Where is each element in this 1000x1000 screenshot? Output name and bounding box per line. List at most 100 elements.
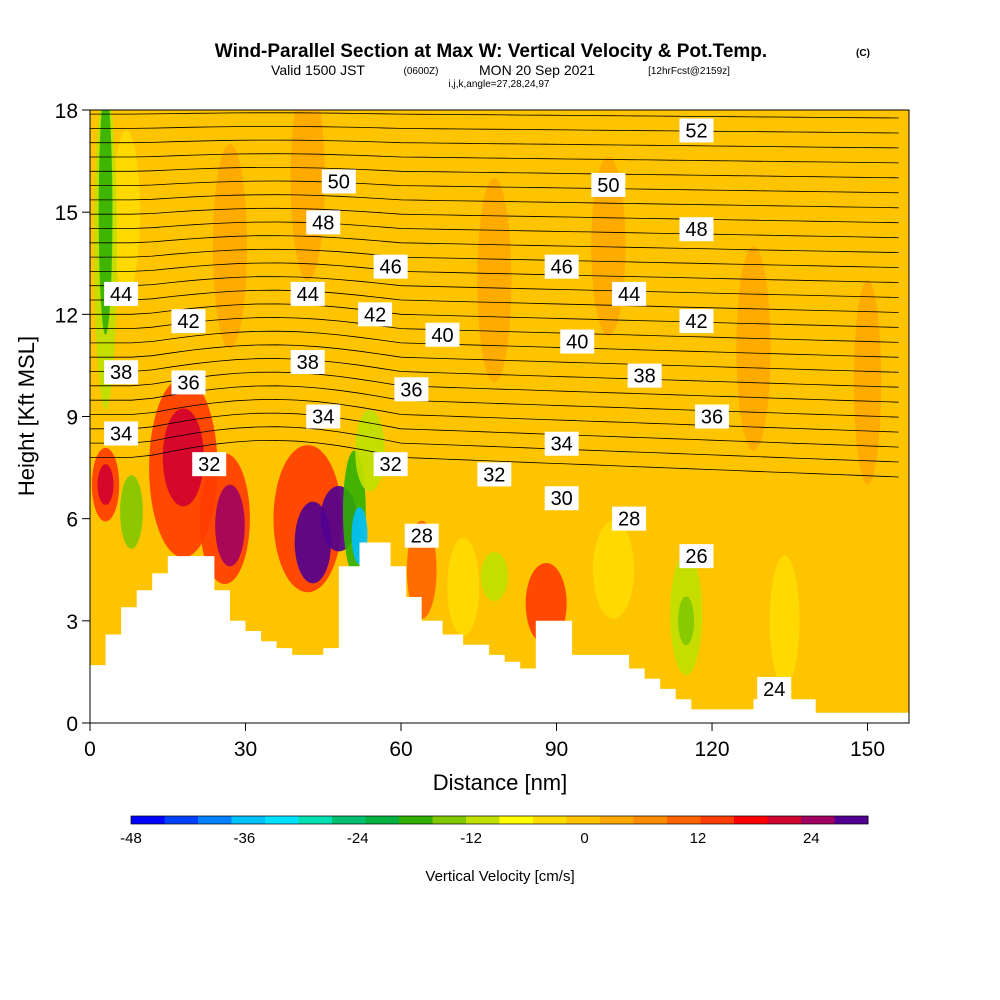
colorbar-tick-label: 24 <box>803 830 820 847</box>
colorbar-tick-label: 0 <box>580 830 588 847</box>
valid-time-utc: (0600Z) <box>403 66 438 77</box>
contour-label: 30 <box>551 488 573 510</box>
contour-label-bg <box>404 523 439 548</box>
potential-temperature-contours <box>90 112 899 478</box>
contour-label: 50 <box>597 175 619 197</box>
colorbar-swatch <box>231 816 266 824</box>
velocity-cell <box>853 280 882 485</box>
contour-label: 34 <box>312 407 334 429</box>
forecast-info: [12hrFcst@2159z] <box>648 66 730 77</box>
colorbar-swatch <box>834 816 869 824</box>
y-axis-label: Height [Kft MSL] <box>14 336 39 496</box>
contour-label-bg <box>373 254 408 279</box>
theta-contour <box>90 248 899 268</box>
contour-label-bg <box>290 350 325 375</box>
x-axis: 0 30 60 90 120 150 <box>84 723 885 761</box>
contour-label-bg <box>679 309 714 334</box>
y-tick-label: 9 <box>66 407 78 430</box>
y-tick-label: 3 <box>66 611 78 634</box>
colorbar-swatch <box>432 816 467 824</box>
contour-label: 48 <box>312 212 334 234</box>
chart-title: Wind-Parallel Section at Max W: Vertical… <box>215 41 767 62</box>
contour-label: 50 <box>328 172 350 194</box>
theta-contour <box>90 167 899 179</box>
colorbar-swatch <box>499 816 534 824</box>
contour-label-bg <box>290 281 325 306</box>
contour-label: 38 <box>110 362 132 384</box>
colorbar-swatch <box>767 816 802 824</box>
colorbar: -48 -36 -24 -12 0 12 24 <box>120 815 869 847</box>
velocity-cell <box>98 110 113 335</box>
contour-label: 32 <box>198 454 220 476</box>
valid-date: MON 20 Sep 2021 <box>479 62 595 78</box>
contour-label-bg <box>192 452 227 477</box>
contour-label-bg <box>171 370 206 395</box>
contour-label-bg <box>679 217 714 242</box>
x-tick-label: 60 <box>389 738 412 761</box>
contour-label-bg <box>679 118 714 143</box>
contour-label: 24 <box>763 679 785 701</box>
contour-label-bg <box>104 360 139 385</box>
velocity-cell <box>447 537 480 636</box>
theta-contour <box>90 180 899 194</box>
contour-label: 26 <box>685 546 707 568</box>
theta-contour <box>90 439 899 478</box>
x-tick-label: 0 <box>84 738 96 761</box>
contour-label-bg <box>560 329 595 354</box>
colorbar-tick-label: -24 <box>347 830 369 847</box>
theta-contour <box>90 412 899 448</box>
y-tick-label: 15 <box>55 202 78 225</box>
contour-label-bg <box>544 431 579 456</box>
contour-label: 36 <box>177 372 199 394</box>
colorbar-swatch <box>801 816 835 824</box>
contour-label: 52 <box>685 120 707 142</box>
velocity-cell <box>212 144 248 349</box>
contour-label-bg <box>757 676 792 701</box>
colorbar-swatch <box>131 816 165 824</box>
colorbar-swatch <box>365 816 400 824</box>
theta-contour <box>90 344 899 373</box>
contour-label-bg <box>679 544 714 569</box>
contour-label-bg <box>321 169 356 194</box>
x-tick-label: 120 <box>695 738 730 761</box>
colorbar-tick-label: -48 <box>120 830 142 847</box>
contour-label-bg <box>477 462 512 487</box>
velocity-cell <box>480 552 509 602</box>
theta-contour <box>90 207 899 224</box>
theta-contour <box>90 426 899 463</box>
x-tick-label: 150 <box>850 738 885 761</box>
contour-label-bg <box>425 322 460 347</box>
theta-contour <box>90 303 899 328</box>
colorbar-swatch <box>265 816 299 824</box>
contour-label-bg <box>306 210 341 235</box>
x-tick-label: 90 <box>545 738 568 761</box>
colorbar-swatch <box>566 816 601 824</box>
theta-contour <box>90 385 899 418</box>
contour-label-bg <box>306 404 341 429</box>
colorbar-swatch <box>633 816 668 824</box>
velocity-cell <box>769 555 800 687</box>
theta-contour <box>90 276 899 298</box>
contour-label: 32 <box>483 464 505 486</box>
velocity-cell <box>215 484 245 567</box>
y-tick-label: 0 <box>66 713 78 736</box>
colorbar-swatch <box>700 816 735 824</box>
contour-label: 44 <box>110 284 132 306</box>
x-tick-label: 30 <box>234 738 257 761</box>
contour-label-bg <box>171 309 206 334</box>
valid-time-jst: Valid 1500 JST <box>271 62 365 78</box>
contour-label-bg <box>104 281 139 306</box>
contour-label-bg <box>358 302 393 327</box>
velocity-cell <box>97 464 114 506</box>
contour-label-bg <box>612 506 647 531</box>
velocity-cell <box>477 178 512 383</box>
contour-label: 42 <box>685 311 707 333</box>
colorbar-tick-label: -12 <box>460 830 482 847</box>
contour-label-bg <box>695 404 730 429</box>
contour-label-bg <box>612 281 647 306</box>
theta-contour <box>90 358 899 388</box>
theta-contour <box>90 330 899 358</box>
contour-label: 46 <box>551 257 573 279</box>
contour-label: 36 <box>400 379 422 401</box>
theta-contour <box>90 262 899 283</box>
